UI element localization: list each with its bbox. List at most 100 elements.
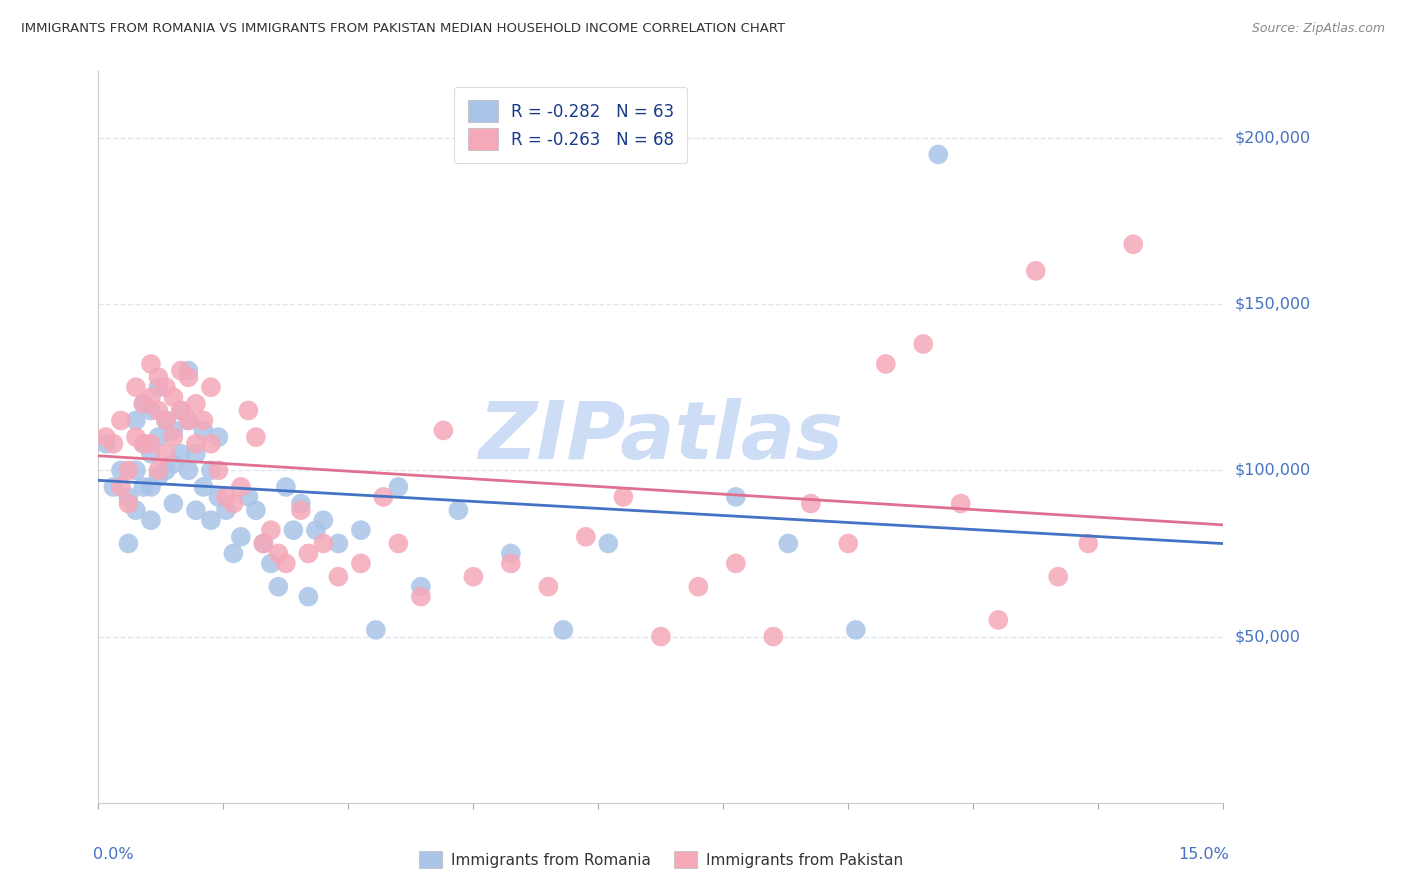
Point (184, 503, 207, 517)
Point (1122, 237, 1144, 252)
Point (177, 463, 200, 477)
Point (162, 497, 184, 511)
Point (155, 380, 177, 394)
Text: Source: ZipAtlas.com: Source: ZipAtlas.com (1251, 22, 1385, 36)
Point (162, 424, 184, 438)
Point (170, 363, 193, 377)
Point (177, 370, 200, 384)
Point (260, 557, 283, 571)
Point (499, 546, 522, 560)
Point (207, 490, 229, 504)
Point (103, 480, 125, 494)
Point (598, 536, 620, 550)
Point (575, 530, 598, 544)
Point (200, 436, 222, 450)
Point (132, 397, 155, 411)
Point (650, 630, 672, 644)
Point (612, 490, 634, 504)
Point (110, 413, 132, 427)
Point (274, 480, 297, 494)
Point (297, 590, 319, 604)
Point (155, 413, 177, 427)
Y-axis label: Median Household Income: Median Household Income (0, 335, 7, 539)
Point (170, 447, 193, 461)
Point (290, 503, 312, 517)
Point (762, 630, 785, 644)
Point (222, 497, 245, 511)
Point (94, 436, 117, 450)
Point (148, 463, 170, 477)
Point (125, 380, 148, 394)
Point (229, 480, 252, 494)
Point (312, 513, 335, 527)
Text: $50,000: $50,000 (1234, 629, 1301, 644)
Point (162, 390, 184, 404)
Text: ZIPatlas: ZIPatlas (478, 398, 844, 476)
Point (139, 403, 162, 417)
Point (207, 463, 229, 477)
Point (200, 513, 222, 527)
Point (837, 536, 859, 550)
Point (162, 430, 184, 444)
Text: IMMIGRANTS FROM ROMANIA VS IMMIGRANTS FROM PAKISTAN MEDIAN HOUSEHOLD INCOME CORR: IMMIGRANTS FROM ROMANIA VS IMMIGRANTS FR… (21, 22, 785, 36)
Point (537, 580, 560, 594)
Point (139, 513, 162, 527)
Point (215, 503, 238, 517)
Point (139, 447, 162, 461)
Point (927, 147, 949, 161)
Point (177, 413, 200, 427)
Point (778, 536, 800, 550)
Point (252, 536, 274, 550)
Point (387, 536, 409, 550)
Text: $100,000: $100,000 (1234, 463, 1310, 478)
Point (409, 590, 432, 604)
Point (229, 530, 252, 544)
Point (845, 623, 868, 637)
Point (949, 497, 972, 511)
Point (800, 497, 823, 511)
Point (125, 413, 148, 427)
Point (328, 570, 350, 584)
Point (132, 436, 155, 450)
Point (312, 536, 335, 550)
Text: 0.0%: 0.0% (93, 847, 134, 862)
Point (117, 490, 139, 504)
Point (148, 380, 170, 394)
Point (447, 503, 470, 517)
Point (260, 523, 283, 537)
Point (238, 490, 260, 504)
Point (432, 424, 454, 438)
Point (305, 523, 328, 537)
Point (139, 480, 162, 494)
Point (177, 363, 200, 377)
Point (373, 490, 395, 504)
Point (193, 424, 215, 438)
Point (125, 503, 148, 517)
Point (215, 490, 238, 504)
Point (184, 447, 207, 461)
Point (875, 357, 897, 371)
Point (148, 470, 170, 484)
Text: $200,000: $200,000 (1234, 130, 1310, 145)
Point (117, 463, 139, 477)
Point (688, 580, 710, 594)
Point (1025, 264, 1047, 278)
Point (409, 580, 432, 594)
Point (499, 557, 522, 571)
Point (94, 430, 117, 444)
Point (148, 370, 170, 384)
Text: 15.0%: 15.0% (1178, 847, 1229, 862)
Point (110, 463, 132, 477)
Point (724, 490, 747, 504)
Point (328, 536, 350, 550)
Point (238, 403, 260, 417)
Point (290, 497, 312, 511)
Point (912, 337, 935, 351)
Point (193, 480, 215, 494)
Point (139, 390, 162, 404)
Point (177, 413, 200, 427)
Point (110, 480, 132, 494)
Point (184, 436, 207, 450)
Point (125, 430, 148, 444)
Point (1077, 536, 1099, 550)
